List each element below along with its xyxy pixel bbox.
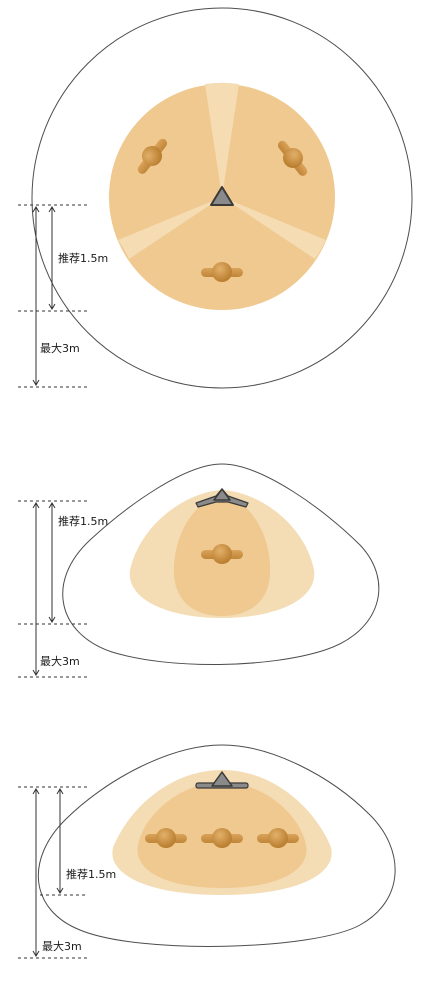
recommended-distance-label: 推荐1.5m <box>58 251 108 265</box>
panel-3: 推荐1.5m 最大3m <box>18 744 396 959</box>
microphone-device-icon <box>195 488 249 508</box>
max-distance-label: 最大3m <box>42 939 82 953</box>
max-distance-label: 最大3m <box>40 654 80 668</box>
max-range-outline <box>62 463 380 666</box>
zone-gap-top <box>205 82 239 197</box>
panel-2: 推荐1.5m 最大3m <box>18 463 380 678</box>
zone-gap-left <box>118 197 222 259</box>
max-range-outline <box>31 7 413 389</box>
recommended-distance-label: 推荐1.5m <box>66 867 116 881</box>
recommended-distance-label: 推荐1.5m <box>58 514 108 528</box>
microphone-device-icon <box>210 186 234 206</box>
microphone-device-icon <box>195 771 249 789</box>
max-distance-label: 最大3m <box>40 341 80 355</box>
zone-gap-right <box>222 197 326 259</box>
panel-1: 推荐1.5m 最大3m <box>18 7 413 389</box>
max-range-outline <box>37 744 396 947</box>
